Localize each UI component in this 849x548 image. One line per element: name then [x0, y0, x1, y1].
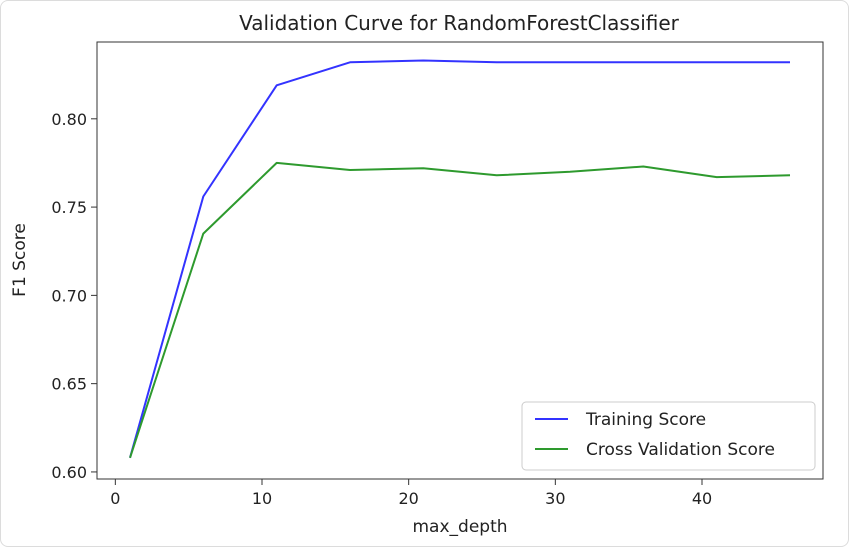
legend-label-cross-validation: Cross Validation Score [586, 440, 775, 460]
x-tick-label: 30 [545, 489, 565, 508]
x-tick-label: 10 [252, 489, 272, 508]
legend-box [521, 401, 816, 471]
y-axis: 0.60 0.65 0.70 0.75 0.80 [51, 110, 97, 482]
y-tick-label: 0.60 [51, 463, 87, 482]
y-tick-label: 0.70 [51, 286, 87, 305]
training-score-line [129, 59, 790, 459]
x-tick-label: 0 [110, 489, 120, 508]
x-axis-title: max_depth [412, 517, 507, 537]
y-tick-label: 0.80 [51, 110, 87, 129]
x-tick-label: 40 [692, 489, 712, 508]
chart-title: Validation Curve for RandomForestClassif… [239, 11, 680, 35]
legend-label-training: Training Score [585, 410, 706, 430]
y-tick-label: 0.75 [51, 198, 87, 217]
series-layer [129, 59, 791, 459]
cross-validation-score-line [129, 161, 791, 459]
plot-area [96, 41, 824, 480]
y-axis-title: F1 Score [10, 223, 30, 297]
x-axis: 0 10 20 30 40 [110, 479, 712, 508]
x-tick-label: 20 [398, 489, 418, 508]
y-tick-label: 0.65 [51, 375, 87, 394]
legend: Training Score Cross Validation Score [521, 401, 816, 471]
